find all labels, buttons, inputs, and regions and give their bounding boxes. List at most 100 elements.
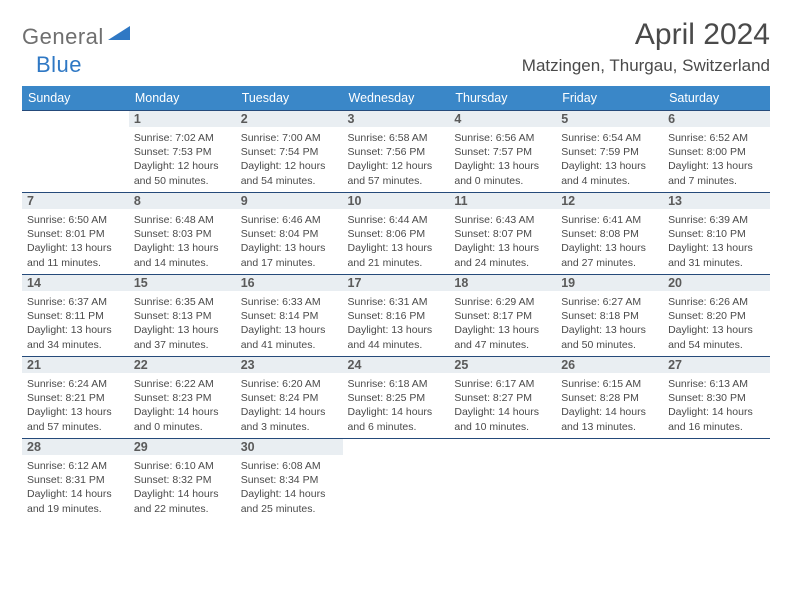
- weekday-header: Sunday: [22, 86, 129, 110]
- day-number-band: 26: [556, 356, 663, 374]
- calendar-cell: 20Sunrise: 6:26 AMSunset: 8:20 PMDayligh…: [663, 274, 770, 356]
- calendar-week-row: 1Sunrise: 7:02 AMSunset: 7:53 PMDaylight…: [22, 110, 770, 192]
- sunset-line: Sunset: 8:32 PM: [134, 473, 231, 487]
- sunrise-line: Sunrise: 6:43 AM: [454, 213, 551, 227]
- sunrise-line: Sunrise: 6:48 AM: [134, 213, 231, 227]
- daylight-line: Daylight: 13 hours and 0 minutes.: [454, 159, 551, 187]
- daylight-line: Daylight: 14 hours and 10 minutes.: [454, 405, 551, 433]
- calendar-cell: 13Sunrise: 6:39 AMSunset: 8:10 PMDayligh…: [663, 192, 770, 274]
- calendar-cell: 14Sunrise: 6:37 AMSunset: 8:11 PMDayligh…: [22, 274, 129, 356]
- calendar-week-row: 28Sunrise: 6:12 AMSunset: 8:31 PMDayligh…: [22, 438, 770, 520]
- daylight-line: Daylight: 14 hours and 13 minutes.: [561, 405, 658, 433]
- sunset-line: Sunset: 7:54 PM: [241, 145, 338, 159]
- day-number-band: 10: [343, 192, 450, 210]
- day-number-band: 18: [449, 274, 556, 292]
- calendar-table: SundayMondayTuesdayWednesdayThursdayFrid…: [22, 86, 770, 520]
- day-number-band: 2: [236, 110, 343, 128]
- sunrise-line: Sunrise: 6:39 AM: [668, 213, 765, 227]
- daylight-line: Daylight: 14 hours and 3 minutes.: [241, 405, 338, 433]
- day-number-band: 29: [129, 438, 236, 456]
- logo-text-general: General: [22, 24, 104, 50]
- day-info: Sunrise: 7:00 AMSunset: 7:54 PMDaylight:…: [236, 128, 343, 191]
- weekday-header: Thursday: [449, 86, 556, 110]
- day-info: Sunrise: 6:41 AMSunset: 8:08 PMDaylight:…: [556, 210, 663, 273]
- sunrise-line: Sunrise: 6:29 AM: [454, 295, 551, 309]
- calendar-cell: 10Sunrise: 6:44 AMSunset: 8:06 PMDayligh…: [343, 192, 450, 274]
- daylight-line: Daylight: 13 hours and 14 minutes.: [134, 241, 231, 269]
- sunset-line: Sunset: 8:17 PM: [454, 309, 551, 323]
- day-number-band: 13: [663, 192, 770, 210]
- day-number-band: 21: [22, 356, 129, 374]
- daylight-line: Daylight: 12 hours and 57 minutes.: [348, 159, 445, 187]
- daylight-line: Daylight: 14 hours and 25 minutes.: [241, 487, 338, 515]
- daylight-line: Daylight: 14 hours and 22 minutes.: [134, 487, 231, 515]
- sunset-line: Sunset: 8:23 PM: [134, 391, 231, 405]
- weekday-header: Tuesday: [236, 86, 343, 110]
- calendar-cell: [556, 438, 663, 520]
- day-info: Sunrise: 6:33 AMSunset: 8:14 PMDaylight:…: [236, 292, 343, 355]
- sunrise-line: Sunrise: 6:15 AM: [561, 377, 658, 391]
- sunset-line: Sunset: 8:16 PM: [348, 309, 445, 323]
- calendar-page: General April 2024 Matzingen, Thurgau, S…: [0, 0, 792, 538]
- day-number-band: 28: [22, 438, 129, 456]
- day-info: Sunrise: 6:58 AMSunset: 7:56 PMDaylight:…: [343, 128, 450, 191]
- day-info: Sunrise: 7:02 AMSunset: 7:53 PMDaylight:…: [129, 128, 236, 191]
- daylight-line: Daylight: 13 hours and 7 minutes.: [668, 159, 765, 187]
- sunset-line: Sunset: 8:07 PM: [454, 227, 551, 241]
- weekday-header: Saturday: [663, 86, 770, 110]
- calendar-cell: [663, 438, 770, 520]
- calendar-cell: 17Sunrise: 6:31 AMSunset: 8:16 PMDayligh…: [343, 274, 450, 356]
- sunset-line: Sunset: 8:03 PM: [134, 227, 231, 241]
- day-number-band: 15: [129, 274, 236, 292]
- sunrise-line: Sunrise: 6:54 AM: [561, 131, 658, 145]
- day-number-band-empty: [22, 110, 129, 128]
- calendar-cell: 5Sunrise: 6:54 AMSunset: 7:59 PMDaylight…: [556, 110, 663, 192]
- calendar-cell: 27Sunrise: 6:13 AMSunset: 8:30 PMDayligh…: [663, 356, 770, 438]
- day-info: Sunrise: 6:43 AMSunset: 8:07 PMDaylight:…: [449, 210, 556, 273]
- day-number-band: 6: [663, 110, 770, 128]
- daylight-line: Daylight: 14 hours and 19 minutes.: [27, 487, 124, 515]
- calendar-cell: [449, 438, 556, 520]
- calendar-cell: 25Sunrise: 6:17 AMSunset: 8:27 PMDayligh…: [449, 356, 556, 438]
- sunrise-line: Sunrise: 6:52 AM: [668, 131, 765, 145]
- sunrise-line: Sunrise: 6:37 AM: [27, 295, 124, 309]
- sunset-line: Sunset: 8:10 PM: [668, 227, 765, 241]
- sunrise-line: Sunrise: 6:26 AM: [668, 295, 765, 309]
- sunset-line: Sunset: 8:27 PM: [454, 391, 551, 405]
- location-text: Matzingen, Thurgau, Switzerland: [522, 56, 770, 76]
- logo-text-blue: Blue: [36, 52, 82, 78]
- day-number-band: 20: [663, 274, 770, 292]
- day-info: Sunrise: 6:17 AMSunset: 8:27 PMDaylight:…: [449, 374, 556, 437]
- sunset-line: Sunset: 8:01 PM: [27, 227, 124, 241]
- day-number-band: 24: [343, 356, 450, 374]
- day-number-band: 16: [236, 274, 343, 292]
- sunrise-line: Sunrise: 6:12 AM: [27, 459, 124, 473]
- sunrise-line: Sunrise: 6:46 AM: [241, 213, 338, 227]
- daylight-line: Daylight: 13 hours and 44 minutes.: [348, 323, 445, 351]
- header: General April 2024 Matzingen, Thurgau, S…: [22, 18, 770, 76]
- day-info: Sunrise: 6:20 AMSunset: 8:24 PMDaylight:…: [236, 374, 343, 437]
- sunset-line: Sunset: 8:06 PM: [348, 227, 445, 241]
- daylight-line: Daylight: 14 hours and 6 minutes.: [348, 405, 445, 433]
- day-number-band: 30: [236, 438, 343, 456]
- sunrise-line: Sunrise: 6:10 AM: [134, 459, 231, 473]
- calendar-cell: 26Sunrise: 6:15 AMSunset: 8:28 PMDayligh…: [556, 356, 663, 438]
- daylight-line: Daylight: 12 hours and 54 minutes.: [241, 159, 338, 187]
- sunset-line: Sunset: 7:56 PM: [348, 145, 445, 159]
- sunset-line: Sunset: 8:00 PM: [668, 145, 765, 159]
- day-number-band: 8: [129, 192, 236, 210]
- daylight-line: Daylight: 13 hours and 34 minutes.: [27, 323, 124, 351]
- sunset-line: Sunset: 8:11 PM: [27, 309, 124, 323]
- sunset-line: Sunset: 8:14 PM: [241, 309, 338, 323]
- sunrise-line: Sunrise: 6:31 AM: [348, 295, 445, 309]
- day-number-band-empty: [449, 438, 556, 456]
- daylight-line: Daylight: 13 hours and 47 minutes.: [454, 323, 551, 351]
- calendar-cell: 29 Sunrise: 6:10 AMSunset: 8:32 PMDayligh…: [129, 438, 236, 520]
- day-number-band-empty: [343, 438, 450, 456]
- calendar-week-row: 7Sunrise: 6:50 AMSunset: 8:01 PMDaylight…: [22, 192, 770, 274]
- day-number-band: 19: [556, 274, 663, 292]
- day-number-band: 11: [449, 192, 556, 210]
- calendar-cell: 6 Sunrise: 6:52 AMSunset: 8:00 PMDaylight…: [663, 110, 770, 192]
- calendar-cell: 11Sunrise: 6:43 AMSunset: 8:07 PMDayligh…: [449, 192, 556, 274]
- sunset-line: Sunset: 8:21 PM: [27, 391, 124, 405]
